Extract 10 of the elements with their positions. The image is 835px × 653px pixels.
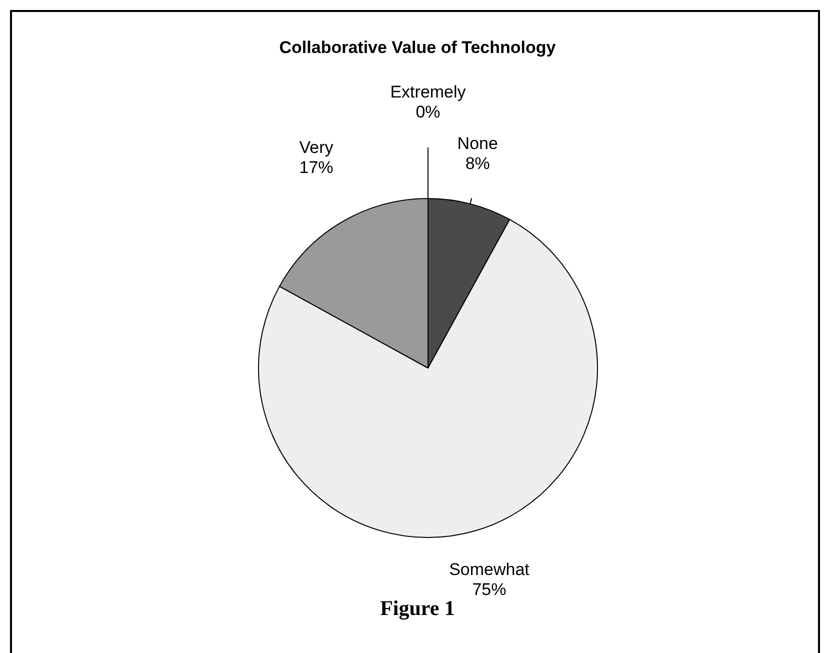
category-label: Extremely [390,82,466,102]
chart-title: Collaborative Value of Technology [278,38,557,58]
slice-label: None [457,134,498,153]
text: 0% [416,102,440,122]
slice-label: Somewhat [449,560,530,579]
data-label: 75% [472,580,506,599]
slice-label: Very [299,138,334,158]
caption: Figure 1 [380,596,455,620]
data-label: 8% [465,154,490,173]
data-label: 17% [299,158,334,178]
